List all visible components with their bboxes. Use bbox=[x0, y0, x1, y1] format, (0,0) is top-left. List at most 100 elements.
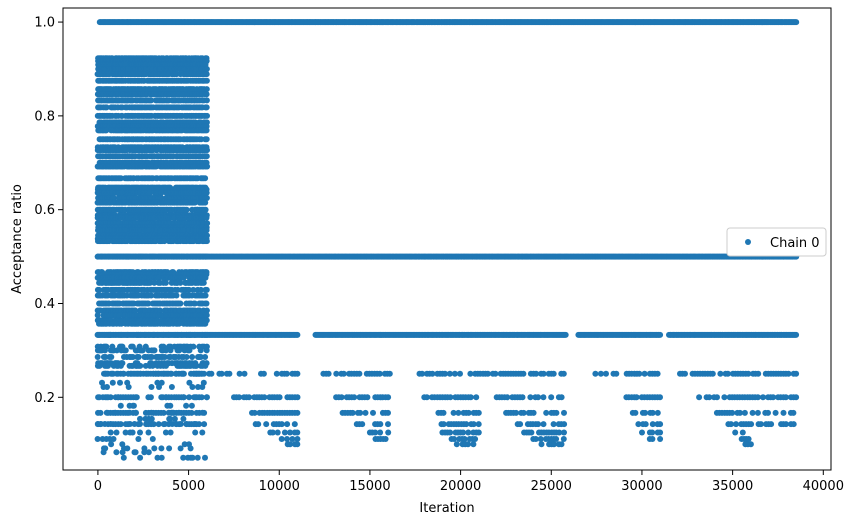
data-point bbox=[550, 421, 557, 428]
data-point bbox=[748, 421, 755, 428]
data-point bbox=[513, 409, 520, 416]
data-point bbox=[561, 429, 567, 436]
data-point bbox=[657, 429, 664, 436]
data-point bbox=[760, 394, 766, 401]
data-point bbox=[472, 436, 479, 442]
data-point bbox=[386, 370, 393, 377]
data-point bbox=[780, 409, 787, 416]
data-point bbox=[755, 370, 762, 377]
data-point bbox=[540, 421, 547, 428]
data-point bbox=[183, 206, 190, 213]
data-point bbox=[447, 429, 454, 436]
data-point bbox=[364, 394, 371, 401]
data-point bbox=[447, 394, 454, 401]
data-point bbox=[745, 436, 752, 442]
data-point bbox=[765, 409, 771, 416]
data-point bbox=[160, 409, 167, 416]
data-point bbox=[203, 189, 210, 196]
data-point bbox=[540, 394, 547, 401]
data-point bbox=[251, 409, 258, 416]
data-point bbox=[236, 394, 243, 401]
data-point bbox=[357, 409, 364, 416]
data-point bbox=[470, 421, 477, 428]
data-point bbox=[733, 421, 739, 428]
data-point bbox=[460, 429, 467, 436]
data-point bbox=[203, 91, 210, 98]
data-point bbox=[377, 429, 384, 436]
data-point bbox=[349, 409, 356, 416]
data-point bbox=[451, 370, 458, 377]
data-point bbox=[632, 409, 639, 416]
data-point bbox=[654, 409, 661, 416]
data-point bbox=[535, 421, 542, 428]
data-point bbox=[709, 370, 716, 377]
data-point bbox=[467, 394, 474, 401]
data-point bbox=[706, 394, 713, 401]
data-point bbox=[340, 370, 347, 377]
data-point bbox=[362, 409, 369, 416]
data-point bbox=[294, 436, 301, 442]
data-point bbox=[543, 409, 550, 416]
data-point bbox=[261, 394, 268, 401]
data-point bbox=[241, 370, 248, 377]
data-point bbox=[770, 394, 777, 401]
data-point bbox=[284, 421, 291, 428]
data-point bbox=[717, 370, 724, 377]
data-point bbox=[754, 409, 761, 416]
data-point bbox=[520, 370, 527, 377]
data-point bbox=[203, 227, 210, 234]
data-point bbox=[465, 441, 471, 448]
data-point bbox=[294, 441, 301, 448]
data-point bbox=[442, 370, 448, 377]
data-point bbox=[382, 436, 389, 442]
data-point bbox=[530, 409, 537, 416]
data-point bbox=[203, 97, 210, 104]
data-point bbox=[641, 370, 648, 377]
data-point bbox=[276, 394, 283, 401]
data-point bbox=[291, 421, 298, 428]
data-point bbox=[203, 214, 210, 221]
data-point bbox=[682, 370, 688, 377]
data-point bbox=[359, 421, 366, 428]
data-point bbox=[603, 370, 609, 377]
data-point bbox=[782, 394, 789, 401]
data-point bbox=[657, 331, 664, 338]
data-point bbox=[440, 409, 447, 416]
data-point bbox=[202, 199, 209, 206]
data-point bbox=[208, 370, 215, 377]
data-point bbox=[741, 409, 748, 416]
data-point bbox=[562, 331, 569, 338]
data-point bbox=[538, 441, 545, 448]
scatter-points bbox=[94, 19, 800, 461]
data-point bbox=[451, 436, 458, 442]
data-point bbox=[654, 370, 661, 377]
data-point bbox=[333, 370, 340, 377]
data-point bbox=[385, 429, 392, 436]
data-point bbox=[338, 394, 345, 401]
data-point bbox=[294, 394, 301, 401]
data-point bbox=[117, 421, 124, 428]
data-point bbox=[649, 409, 656, 416]
data-point bbox=[737, 409, 743, 416]
data-point bbox=[377, 421, 384, 428]
data-point bbox=[724, 370, 731, 377]
data-point bbox=[203, 77, 210, 84]
data-point bbox=[558, 441, 565, 448]
data-point bbox=[204, 163, 211, 170]
data-point bbox=[236, 370, 243, 377]
data-point bbox=[218, 370, 225, 377]
data-point bbox=[754, 394, 761, 401]
data-point bbox=[561, 421, 568, 428]
data-point bbox=[475, 429, 482, 436]
data-point bbox=[278, 421, 285, 428]
data-point bbox=[450, 409, 457, 416]
data-point bbox=[729, 409, 736, 416]
data-point bbox=[504, 394, 511, 401]
data-point bbox=[457, 370, 463, 377]
data-point bbox=[294, 370, 301, 377]
data-point bbox=[203, 136, 210, 143]
data-point bbox=[533, 370, 540, 377]
data-point bbox=[548, 394, 555, 401]
data-point bbox=[385, 409, 391, 416]
